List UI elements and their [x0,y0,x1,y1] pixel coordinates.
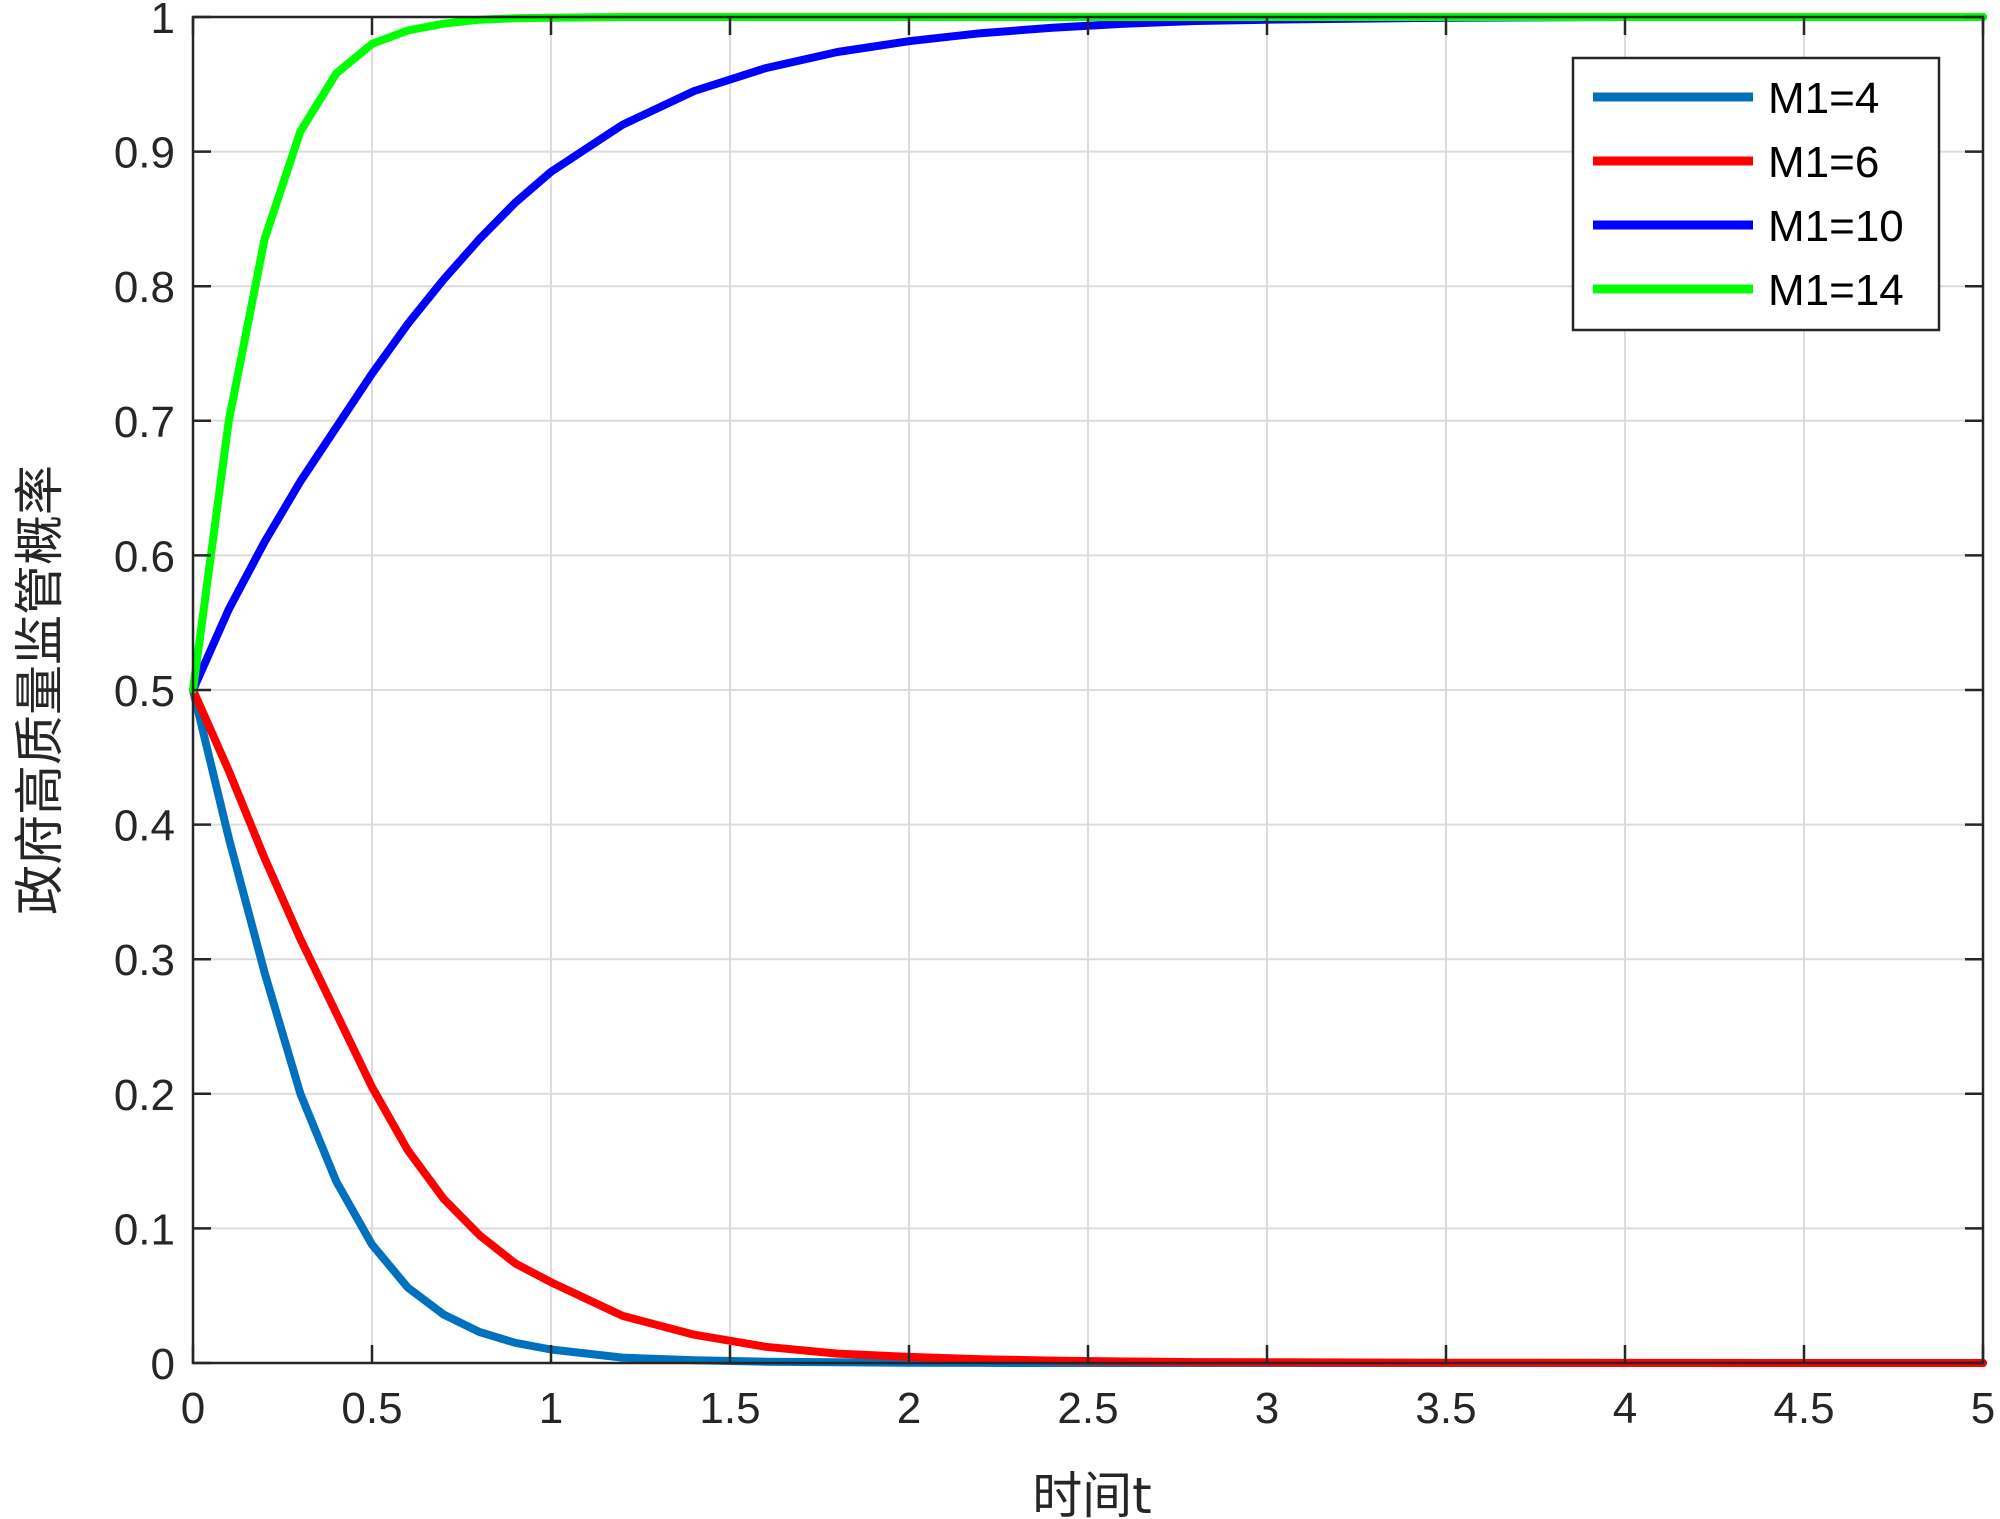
x-axis-label: 时间t [1032,1467,1152,1519]
x-tick-label: 4.5 [1773,1384,1834,1433]
y-axis-label: 政府高质量监管概率 [11,465,69,915]
y-tick-label: 0.2 [114,1071,175,1120]
y-tick-label: 0.8 [114,263,175,312]
legend-label-1: M1=4 [1768,74,1879,123]
y-tick-label: 0.5 [114,667,175,716]
x-tick-label: 0 [181,1384,205,1433]
y-tick-label: 0.6 [114,532,175,581]
x-tick-label: 1 [539,1384,563,1433]
y-tick-label: 0.9 [114,129,175,178]
x-tick-label: 3.5 [1415,1384,1476,1433]
x-tick-label: 2.5 [1057,1384,1118,1433]
x-tick-label: 2 [897,1384,921,1433]
y-tick-label: 0.4 [114,802,175,851]
x-tick-label: 5 [1971,1384,1995,1433]
y-tick-label: 0.3 [114,936,175,985]
legend: M1=4 M1=6 M1=10 M1=14 [1571,56,1941,332]
x-tick-label: 1.5 [699,1384,760,1433]
tick-labels: 0 0.5 1 1.5 2 2.5 3 3.5 4 4.5 5 0 0.1 0.2 0.3 0.4 0.5 0.6… [114,0,1995,1433]
legend-label-3: M1=10 [1768,202,1904,251]
y-tick-label: 0.7 [114,398,175,447]
x-tick-label: 4 [1613,1384,1637,1433]
legend-label-2: M1=6 [1768,138,1879,187]
x-tick-label: 3 [1255,1384,1279,1433]
y-tick-label: 0 [151,1340,175,1389]
x-tick-label: 0.5 [341,1384,402,1433]
y-tick-label: 1 [151,0,175,43]
axis-ticks [191,15,1985,1365]
legend-label-4: M1=14 [1768,266,1904,315]
y-tick-label: 0.1 [114,1205,175,1254]
